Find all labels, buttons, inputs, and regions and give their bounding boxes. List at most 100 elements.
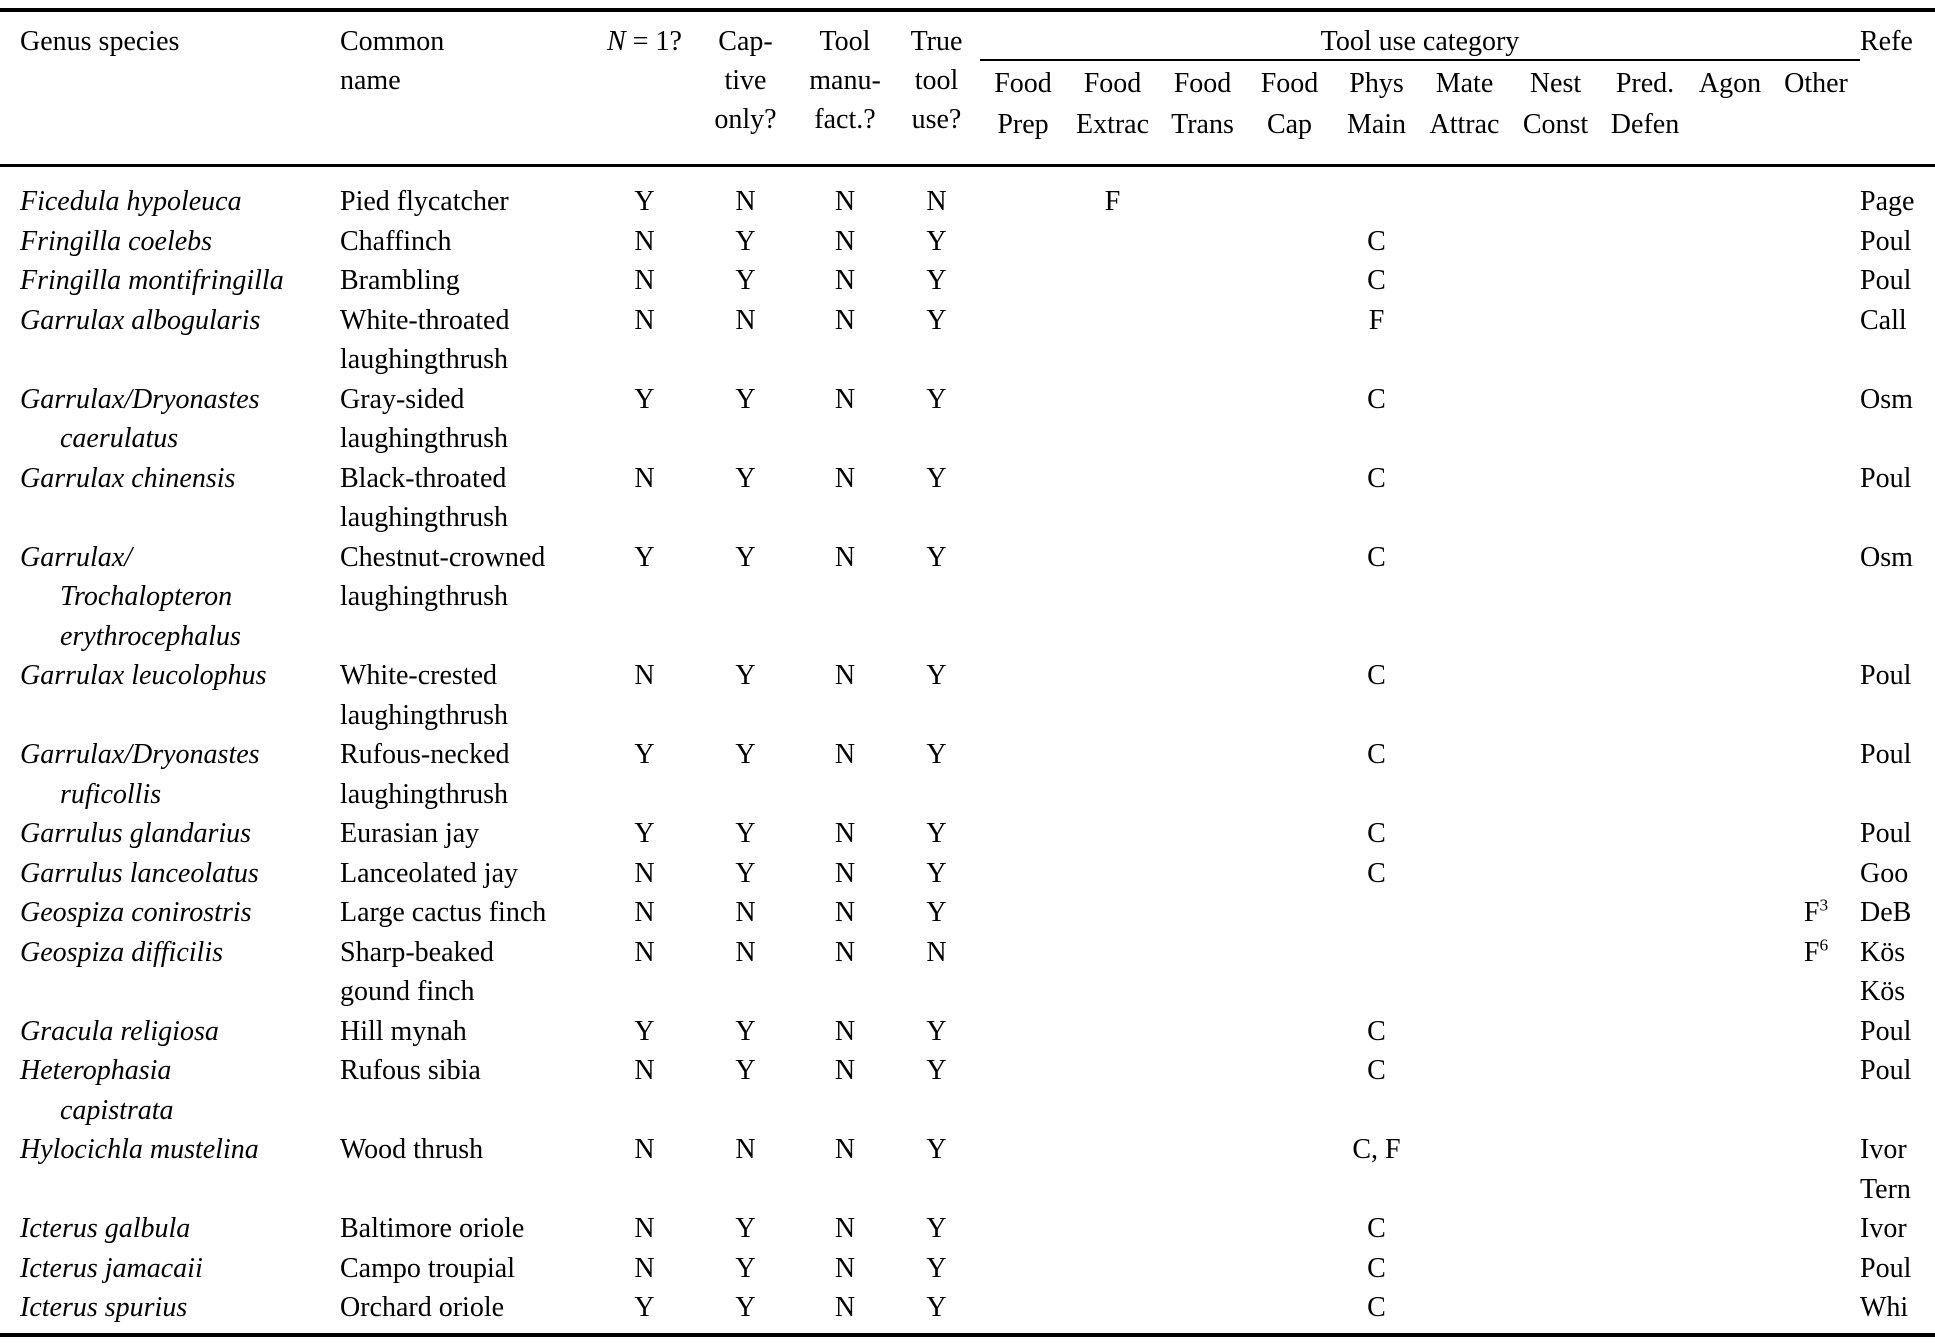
reference: Poul (1860, 656, 1935, 696)
genus-species: Gracula religiosa (0, 1012, 340, 1052)
captive-only-value: Y (735, 857, 756, 889)
captive-only-value: Y (735, 1292, 756, 1323)
common-name: White-throated laughingthrush (340, 301, 595, 380)
common-name: Campo troupial (340, 1249, 595, 1289)
captive-only-value: Y (735, 265, 756, 296)
header-category-nest_const-line2: Const (1522, 109, 1589, 140)
common-name-line1: Brambling (340, 265, 460, 296)
header-category-food_extrac-line2: Extrac (1075, 109, 1150, 140)
common-name-line1: Campo troupial (340, 1252, 515, 1284)
reference-line1: Poul (1860, 462, 1912, 494)
true-tool-use-value: Y (926, 265, 947, 296)
reference: Poul (1860, 222, 1935, 262)
common-name: Orchard oriole (340, 1288, 595, 1328)
table-row: Garrulus glandarius Eurasian jay Y Y N Y C Poul (0, 814, 1935, 854)
true-tool-use-value: Y (926, 739, 947, 770)
common-name-line1: Lanceolated jay (340, 857, 519, 889)
tool-manufact-value: N (834, 936, 856, 968)
captive-only-value: Y (735, 818, 756, 849)
reference-line1: Ivor (1860, 1213, 1907, 1244)
header-category-pred_defen: Pred. Defen (1602, 63, 1688, 145)
table-row: Garrulax/Trochalopteron erythrocephalus Ch… (0, 538, 1935, 657)
n-equals-1-value: Y (634, 383, 655, 415)
true-tool-use-value: Y (926, 1055, 947, 1086)
reference: Poul (1860, 735, 1935, 775)
true-tool-use-value: Y (926, 383, 947, 415)
genus-species-line1: Gracula religiosa (20, 1015, 219, 1047)
true-tool-use-value: Y (926, 541, 947, 573)
header-common-name: Common name (340, 22, 595, 100)
common-name-line1: Sharp-beaked (340, 936, 494, 968)
n-equals-1-value: Y (634, 1292, 655, 1323)
n-equals-1-value: N (634, 1213, 655, 1244)
n-equals-1-value: Y (634, 739, 655, 770)
genus-species-line1: Icterus spurius (20, 1292, 188, 1323)
true-tool-use-value: Y (926, 857, 947, 889)
genus-species-line3: erythrocephalus (60, 620, 241, 652)
common-name-line1: Rufous-necked (340, 739, 510, 770)
reference-line2: Tern (1860, 1173, 1911, 1205)
true-tool-use-value: Y (926, 1252, 947, 1284)
header-n-equals-1: N = 1? (595, 22, 694, 61)
category-phys_main-value: C (1367, 383, 1386, 415)
genus-species-line1: Garrulax leucolophus (20, 660, 267, 691)
common-name-line1: White-crested (340, 660, 498, 691)
header-truetool-line2: tool (914, 65, 959, 96)
common-name-line1: White-throated (340, 304, 510, 336)
captive-only-value: Y (735, 383, 756, 415)
category-other-value: F3 (1803, 895, 1829, 928)
table-body: Ficedula hypoleuca Pied flycatcher Y N N N F Pa… (0, 182, 1935, 1328)
genus-species-line1: Icterus galbula (20, 1213, 191, 1244)
reference: Poul (1860, 814, 1935, 854)
n-equals-1-value: Y (634, 186, 655, 217)
n-equals-1-value: Y (634, 1015, 655, 1047)
genus-species-line1: Icterus jamacaii (20, 1252, 203, 1284)
reference-line1: Poul (1860, 1015, 1912, 1047)
common-name: Baltimore oriole (340, 1209, 595, 1249)
header-category-pred_defen-line1: Pred. (1615, 68, 1675, 99)
true-tool-use-value: Y (926, 818, 947, 849)
true-tool-use-value: Y (926, 1134, 947, 1165)
tool-manufact-value: N (834, 739, 856, 770)
table-row: Geospiza difficilis Sharp-beaked gound fin… (0, 933, 1935, 1012)
header-category-agon: Agon (1688, 63, 1772, 104)
common-name-line1: Large cactus finch (340, 897, 547, 928)
n-equals-1-value: N (634, 225, 655, 257)
category-phys_main-value: C (1367, 1292, 1386, 1323)
genus-species: Garrulax leucolophus (0, 656, 340, 696)
header-category-food_prep-line1: Food (994, 68, 1052, 99)
table-row: Gracula religiosa Hill mynah Y Y N Y C Poul (0, 1012, 1935, 1052)
reference-line1: DeB (1860, 897, 1912, 928)
category-other-value-superscript: 6 (1819, 935, 1829, 955)
reference-line1: Ivor (1860, 1134, 1907, 1165)
reference: DeB (1860, 893, 1935, 933)
common-name: Pied flycatcher (340, 182, 595, 222)
header-captive-only: Cap- tive only? (694, 22, 797, 139)
header-n1-line: N = 1? (595, 22, 694, 61)
reference: Osm (1860, 380, 1935, 420)
header-category-mate_attrac-line2: Attrac (1429, 109, 1500, 140)
header-tool-use-category-title: Tool use category (1320, 26, 1520, 57)
n-equals-1-value: N (634, 1055, 655, 1086)
genus-species: Garrulax/Dryonastes caerulatus (0, 380, 340, 459)
reference-line2: Kös (1860, 976, 1906, 1007)
true-tool-use-value: N (926, 936, 947, 968)
reference: Poul (1860, 1249, 1935, 1289)
n-equals-1-value: N (634, 304, 655, 336)
category-phys_main-value: C, F (1352, 1134, 1401, 1165)
table-row: Icterus galbula Baltimore oriole N Y N Y C Ivor (0, 1209, 1935, 1249)
genus-species-line1: Garrulax/Dryonastes (20, 383, 260, 415)
tool-manufact-value: N (834, 383, 856, 415)
n-equals-1-value: N (634, 265, 655, 296)
header-category-other: Other (1772, 63, 1860, 104)
header-category-other-line1: Other (1784, 68, 1848, 99)
reference: Poul (1860, 459, 1935, 499)
genus-species-line2: ruficollis (60, 778, 162, 810)
genus-species: Fringilla coelebs (0, 222, 340, 262)
table-row: Icterus spurius Orchard oriole Y Y N Y C Whi (0, 1288, 1935, 1328)
reference: Whi (1860, 1288, 1935, 1328)
reference-line1: Osm (1860, 383, 1913, 415)
reference: Poul (1860, 1051, 1935, 1091)
captive-only-value: Y (735, 660, 756, 691)
common-name-line2: laughingthrush (340, 699, 508, 731)
